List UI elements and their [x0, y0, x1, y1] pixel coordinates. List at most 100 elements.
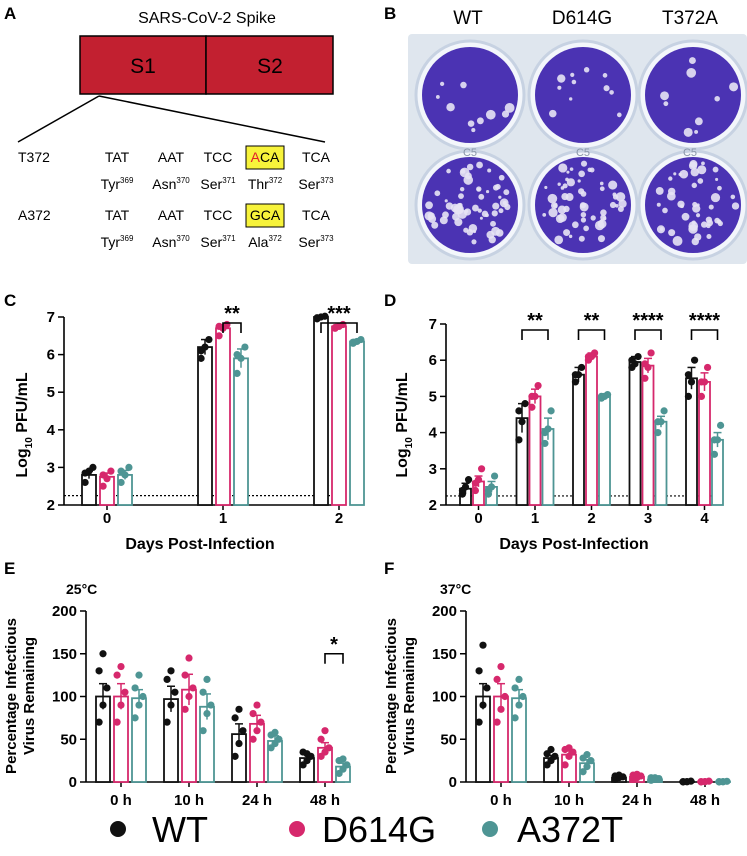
plaque: [460, 81, 467, 89]
bar-d614g-1: [215, 327, 231, 506]
well-mark-3: C5: [683, 147, 697, 159]
plaque: [577, 179, 581, 183]
plaque: [617, 205, 624, 213]
plaque: [708, 204, 714, 210]
data-point: [339, 755, 347, 763]
plaque: [715, 177, 719, 181]
significance-bracket: [320, 322, 358, 333]
data-point: [199, 727, 207, 735]
plaque: [578, 170, 586, 178]
plaque: [467, 120, 475, 127]
data-point: [511, 684, 519, 692]
row-label-a372: A372: [18, 207, 51, 223]
data-point: [181, 671, 189, 679]
data-point: [641, 360, 649, 368]
plate-well-stain-1: [422, 47, 518, 143]
plaque: [472, 229, 477, 234]
plaque: [717, 220, 723, 227]
x-tick-label: 1: [219, 510, 227, 527]
data-point: [197, 354, 205, 362]
y-tick-label: 100: [52, 689, 77, 706]
x-tick-label: 3: [644, 510, 652, 527]
codon-372-mutant: ACA: [251, 149, 280, 165]
plaque: [583, 225, 589, 232]
bar-a372t-0h: [511, 697, 527, 783]
panel-label-c: C: [4, 291, 16, 310]
data-point: [231, 752, 239, 760]
codon-373: TCA: [302, 149, 331, 165]
plaque: [492, 202, 500, 210]
x-tick-label: 10 h: [554, 792, 584, 809]
panel-label-b: B: [384, 4, 396, 23]
mutation-highlight-a372: [245, 203, 285, 228]
y-tick-label: 0: [449, 774, 457, 791]
data-point: [579, 768, 587, 776]
data-point: [483, 684, 491, 692]
plaque: [558, 163, 568, 173]
data-point: [660, 407, 668, 415]
plaque: [569, 97, 573, 101]
plaque: [587, 167, 592, 173]
y-tick-label: 0: [69, 774, 77, 791]
plaque: [697, 178, 704, 184]
data-point: [117, 478, 125, 487]
plaque: [464, 209, 469, 213]
codon-370: AAT: [158, 149, 185, 165]
data-point: [239, 727, 247, 735]
data-point: [103, 684, 111, 692]
plaque: [569, 167, 574, 171]
bar-wt-3: [628, 361, 642, 506]
data-point: [703, 363, 712, 372]
plaque: [547, 193, 558, 204]
y-tick-label: 200: [52, 603, 77, 620]
plaque: [568, 234, 573, 239]
data-point: [275, 735, 283, 743]
x-tick-label: 10 h: [174, 792, 204, 809]
data-point: [493, 718, 501, 726]
plate-wells: [414, 39, 747, 261]
data-point: [199, 688, 207, 696]
plaque: [681, 212, 690, 221]
data-point: [113, 671, 121, 679]
data-point: [541, 429, 549, 437]
plaque: [501, 110, 510, 118]
plaque: [478, 193, 485, 200]
data-point: [95, 667, 103, 675]
bar-d614g-2: [331, 325, 347, 506]
bar-a372t-4: [711, 438, 724, 506]
panel-label-d: D: [384, 291, 396, 310]
temp-title-f: 37°C: [440, 581, 471, 597]
plaque: [425, 201, 433, 210]
plaque: [694, 233, 702, 241]
plaque: [599, 219, 604, 223]
data-point: [458, 486, 467, 495]
y-tick-label: 7: [429, 316, 437, 333]
plaque: [479, 216, 483, 220]
x-tick-label: 48 h: [690, 792, 720, 809]
plaque: [459, 167, 470, 178]
data-point: [81, 478, 89, 487]
plaque: [554, 235, 564, 245]
data-point: [131, 714, 139, 722]
data-point: [561, 761, 569, 769]
data-point: [233, 351, 241, 359]
plaque: [712, 166, 719, 173]
data-point: [89, 463, 97, 471]
plaque: [566, 178, 575, 187]
y-tick-label: 2: [47, 497, 55, 514]
plaque: [706, 233, 712, 240]
mutation-highlight-t372: [245, 145, 285, 170]
data-point: [587, 757, 595, 765]
plaque: [431, 221, 439, 229]
plaque: [487, 168, 492, 173]
ylabel-d: Log10 PFU/mL: [394, 372, 415, 478]
plaque: [673, 172, 677, 176]
plaque: [602, 216, 607, 221]
plaque: [656, 202, 661, 207]
plaque: [572, 221, 579, 229]
plate-col-d614g: D614G: [552, 8, 612, 29]
x-tick-label: 48 h: [310, 792, 340, 809]
data-point: [497, 662, 505, 671]
